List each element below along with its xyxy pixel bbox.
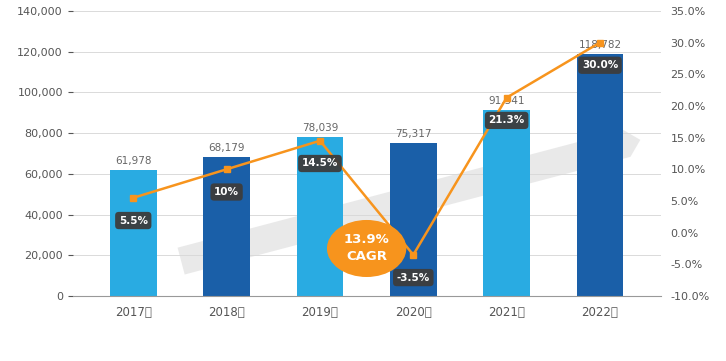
Text: 118,782: 118,782 [579, 40, 621, 51]
Text: 68,179: 68,179 [208, 143, 245, 153]
Text: 91,341: 91,341 [489, 96, 525, 106]
Text: 14.5%: 14.5% [302, 158, 338, 169]
FancyArrowPatch shape [178, 130, 640, 274]
Text: 30.0%: 30.0% [582, 60, 618, 70]
Ellipse shape [327, 220, 407, 277]
Legend: 국내시장 규모, 전년대비증가율: 국내시장 규모, 전년대비증가율 [273, 358, 460, 361]
Text: 13.9%
CAGR: 13.9% CAGR [343, 234, 390, 264]
Bar [390, 143, 436, 296]
Text: 21.3%: 21.3% [489, 116, 525, 125]
Text: 61,978: 61,978 [115, 156, 152, 166]
Text: 78,039: 78,039 [302, 123, 338, 133]
Bar [110, 170, 157, 296]
Bar [576, 54, 624, 296]
Text: 10%: 10% [214, 187, 239, 197]
Bar [484, 110, 530, 296]
Bar [297, 137, 343, 296]
Text: 75,317: 75,317 [395, 129, 431, 139]
Text: -3.5%: -3.5% [396, 273, 430, 283]
Bar [203, 157, 250, 296]
Text: 5.5%: 5.5% [119, 216, 148, 226]
